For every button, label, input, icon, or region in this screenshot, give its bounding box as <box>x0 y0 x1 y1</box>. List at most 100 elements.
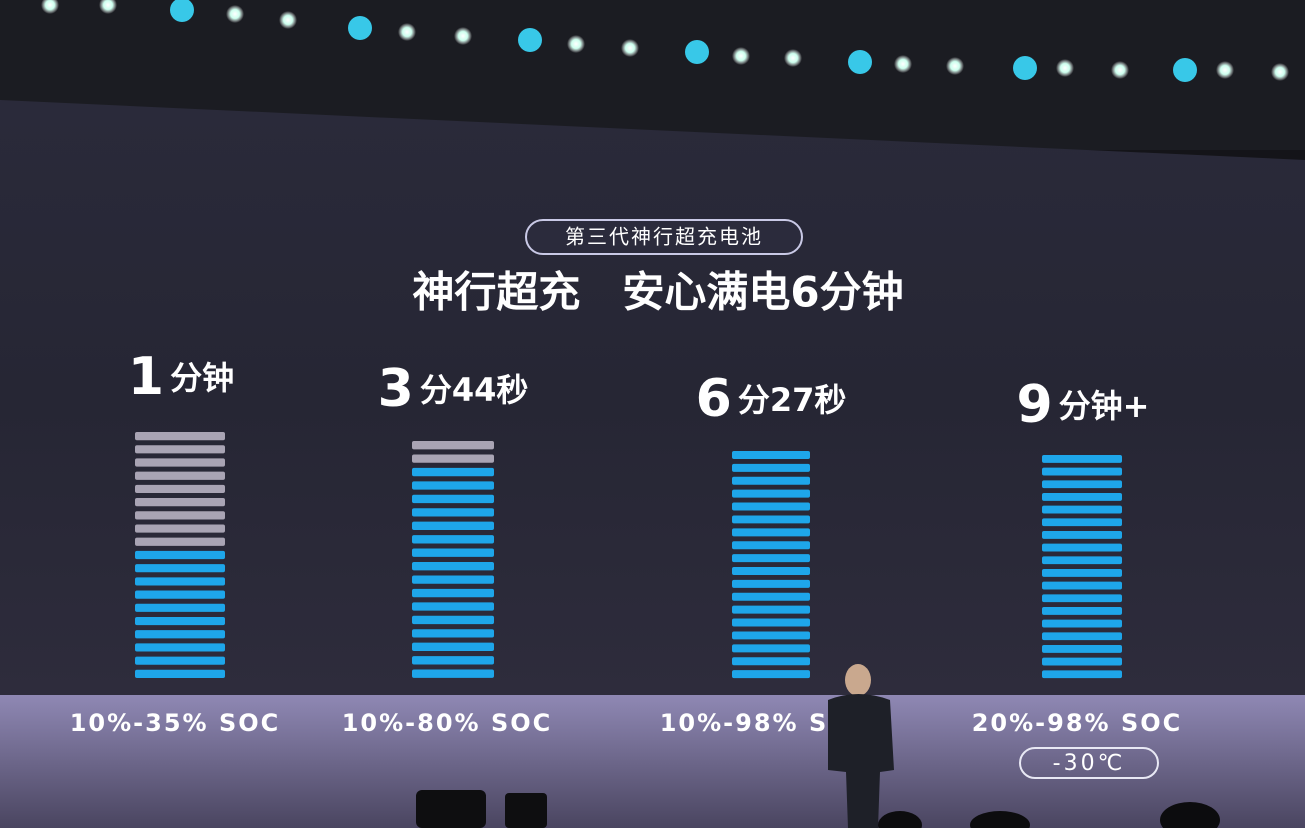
light <box>894 55 912 73</box>
light <box>946 57 964 75</box>
light <box>518 28 542 52</box>
battery-segment <box>135 537 225 546</box>
battery-segment <box>412 562 494 571</box>
battery-segment <box>135 643 225 652</box>
stage-lights <box>41 0 1289 82</box>
battery-segment <box>1042 467 1122 476</box>
light <box>1013 56 1037 80</box>
battery-segment <box>732 567 810 575</box>
battery-segment <box>1042 569 1122 577</box>
battery-segment <box>412 481 494 490</box>
duration-unit: 分27秒 <box>738 381 847 419</box>
duration-number: 6 <box>696 369 732 429</box>
battery-segment <box>412 669 494 678</box>
badge-frame <box>525 219 803 255</box>
battery-segment <box>135 445 225 454</box>
light <box>685 40 709 64</box>
duration: 9 分钟+ <box>1016 375 1149 435</box>
light <box>398 23 416 41</box>
battery-segment <box>135 458 225 467</box>
light <box>1111 61 1129 79</box>
battery-segment <box>732 489 810 498</box>
light <box>621 39 639 57</box>
battery-segment <box>135 550 225 560</box>
battery-segment <box>412 467 494 477</box>
battery-segment <box>732 451 810 459</box>
light <box>848 50 872 74</box>
light <box>279 11 297 29</box>
battery-segment <box>412 521 494 531</box>
audience <box>416 790 1220 828</box>
light <box>567 35 585 53</box>
battery-segment <box>732 502 810 511</box>
battery-segment <box>412 548 494 557</box>
battery-segment <box>412 454 494 463</box>
battery-segment <box>135 471 225 480</box>
badge: 第三代神行超充电池 <box>565 225 763 249</box>
battery-segment <box>412 508 494 517</box>
battery-segment <box>732 605 810 614</box>
presenter <box>828 664 894 828</box>
light <box>784 49 802 67</box>
battery-segment <box>412 615 494 625</box>
duration-number: 9 <box>1016 375 1052 435</box>
battery-segment <box>732 541 810 550</box>
battery-segment <box>1042 645 1122 653</box>
battery-segment <box>732 618 810 627</box>
battery-segment <box>135 564 225 573</box>
battery-segment <box>732 554 810 563</box>
battery-segment <box>135 524 225 533</box>
battery-segment <box>1042 632 1122 641</box>
duration: 3 分44秒 <box>378 359 529 419</box>
battery-segment <box>1042 594 1122 603</box>
title: 神行超充 安心满电6分钟 <box>412 268 903 317</box>
light <box>1056 59 1074 77</box>
light <box>1271 63 1289 81</box>
light <box>348 16 372 40</box>
battery-segment <box>412 441 494 450</box>
battery-segment <box>135 616 225 626</box>
battery-segment <box>1042 531 1122 539</box>
battery-segment <box>732 515 810 524</box>
battery-segment <box>1042 670 1122 679</box>
duration: 6 分27秒 <box>696 369 847 429</box>
battery-segment <box>1042 581 1122 590</box>
duration-unit: 分44秒 <box>420 371 529 409</box>
light <box>454 27 472 45</box>
light <box>1173 58 1197 82</box>
battery-segment <box>135 630 225 639</box>
battery-segment <box>412 642 494 652</box>
battery-segment <box>1042 607 1122 615</box>
soc-range: 10%-80% SOC <box>342 709 553 737</box>
battery-segment <box>135 577 225 586</box>
battery-segment <box>135 484 225 494</box>
light <box>41 0 59 14</box>
light <box>1216 61 1234 79</box>
temperature-note: -30℃ <box>1053 751 1126 776</box>
battery-segment <box>1042 543 1122 552</box>
soc-range: 20%-98% SOC <box>972 709 1183 737</box>
battery-segment <box>135 432 225 441</box>
battery-segment <box>412 656 494 665</box>
battery-segment <box>1042 493 1122 501</box>
battery-segment <box>412 535 494 544</box>
light <box>99 0 117 14</box>
battery-segment <box>732 644 810 653</box>
light <box>226 5 244 23</box>
battery-segment <box>732 670 810 679</box>
light <box>170 0 194 22</box>
battery-segment <box>732 579 810 588</box>
battery-segment <box>732 528 810 537</box>
battery-segment <box>1042 518 1122 527</box>
battery-segment <box>732 476 810 485</box>
battery-segment <box>1042 619 1122 628</box>
battery-segment <box>135 498 225 507</box>
battery-segment <box>135 656 225 665</box>
soc-range: 10%-35% SOC <box>70 709 281 737</box>
battery-segment <box>732 463 810 472</box>
duration: 1 分钟 <box>128 347 234 407</box>
battery-segment <box>732 592 810 601</box>
battery-segment <box>412 602 494 611</box>
battery-segment <box>1042 556 1122 565</box>
